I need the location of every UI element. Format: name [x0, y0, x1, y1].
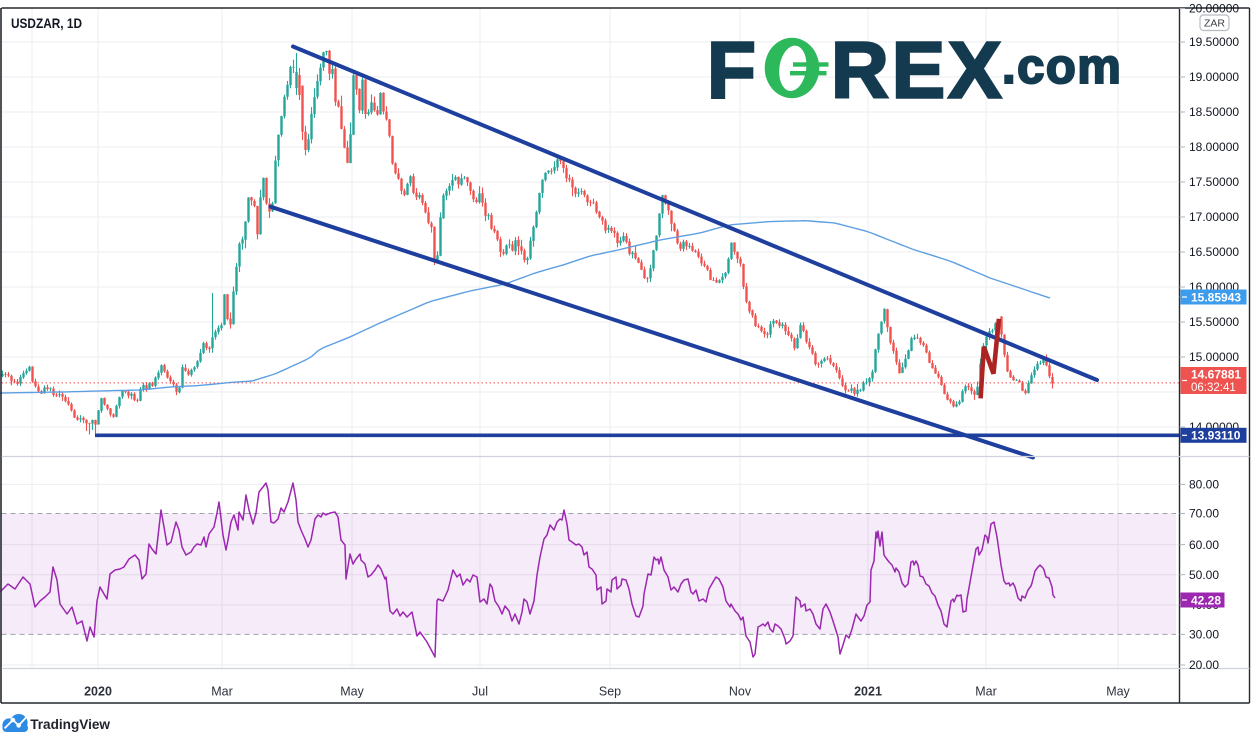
- svg-text:19.00000: 19.00000: [1189, 70, 1239, 84]
- svg-text:Nov: Nov: [729, 685, 752, 699]
- svg-text:May: May: [1106, 685, 1130, 699]
- svg-text:Mar: Mar: [975, 685, 997, 699]
- svg-text:70.00: 70.00: [1189, 507, 1219, 521]
- svg-text:18.50000: 18.50000: [1189, 105, 1239, 119]
- svg-text:15.50000: 15.50000: [1189, 315, 1239, 329]
- svg-text:16.50000: 16.50000: [1189, 245, 1239, 259]
- svg-text:15.85943: 15.85943: [1191, 290, 1241, 304]
- svg-text:ZAR: ZAR: [1204, 18, 1225, 30]
- svg-text:F: F: [707, 26, 756, 115]
- svg-text:50.00: 50.00: [1189, 568, 1219, 582]
- svg-text:60.00: 60.00: [1189, 538, 1219, 552]
- svg-text:REX: REX: [831, 26, 1005, 115]
- svg-text:30.00: 30.00: [1189, 628, 1219, 642]
- svg-text:USDZAR, 1D: USDZAR, 1D: [11, 15, 82, 31]
- svg-text:19.50000: 19.50000: [1189, 35, 1239, 49]
- svg-text:14.67881: 14.67881: [1191, 368, 1241, 382]
- svg-text:Jul: Jul: [472, 685, 488, 699]
- svg-text:.com: .com: [1002, 40, 1122, 94]
- svg-text:15.00000: 15.00000: [1189, 350, 1239, 364]
- svg-text:20.00: 20.00: [1189, 658, 1219, 672]
- svg-text:2021: 2021: [854, 685, 882, 699]
- svg-text:Mar: Mar: [211, 685, 233, 699]
- svg-text:42.28: 42.28: [1191, 593, 1221, 607]
- svg-text:13.93110: 13.93110: [1191, 429, 1241, 443]
- svg-text:20.00000: 20.00000: [1189, 2, 1239, 16]
- svg-text:18.00000: 18.00000: [1189, 140, 1239, 154]
- svg-text:May: May: [340, 685, 364, 699]
- svg-text:Sep: Sep: [599, 685, 621, 699]
- svg-text:17.50000: 17.50000: [1189, 175, 1239, 189]
- svg-text:TradingView: TradingView: [30, 717, 110, 732]
- svg-text:80.00: 80.00: [1189, 478, 1219, 492]
- svg-text:06:32:41: 06:32:41: [1191, 382, 1236, 394]
- svg-text:2020: 2020: [84, 685, 112, 699]
- svg-text:17.00000: 17.00000: [1189, 210, 1239, 224]
